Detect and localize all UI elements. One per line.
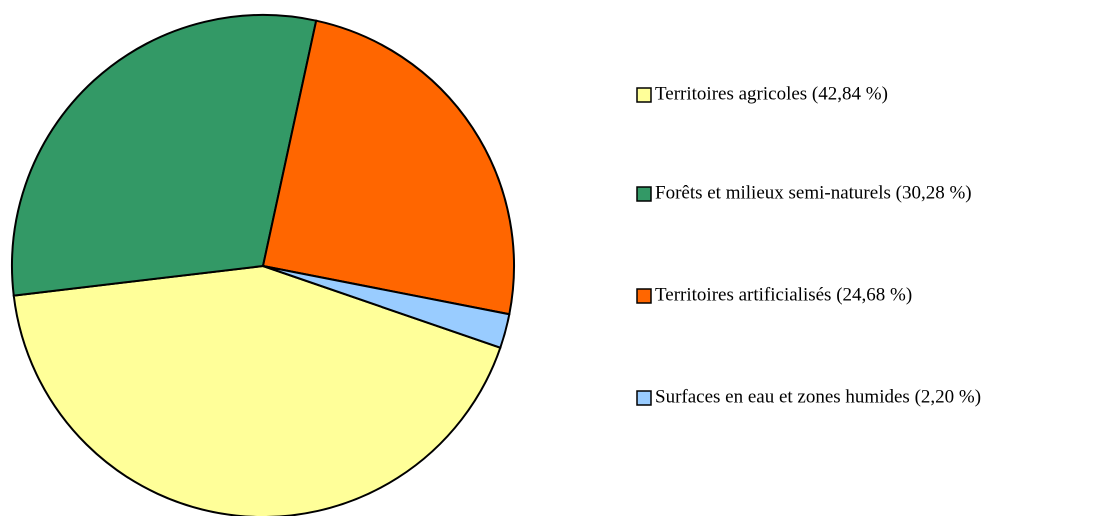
legend-swatch <box>636 186 652 202</box>
pie-slice <box>11 14 318 297</box>
legend-swatch <box>636 288 652 304</box>
legend-swatch <box>636 87 652 103</box>
legend-label: Territoires artificialisés (24,68 %) <box>655 284 912 305</box>
pie-slice <box>262 265 511 349</box>
legend-label: Forêts et milieux semi-naturels (30,28 %… <box>655 182 972 203</box>
legend-label: Surfaces en eau et zones humides (2,20 %… <box>655 386 981 407</box>
pie-slice <box>261 19 515 316</box>
legend-swatch <box>636 390 652 406</box>
legend-label: Territoires agricoles (42,84 %) <box>655 83 888 104</box>
